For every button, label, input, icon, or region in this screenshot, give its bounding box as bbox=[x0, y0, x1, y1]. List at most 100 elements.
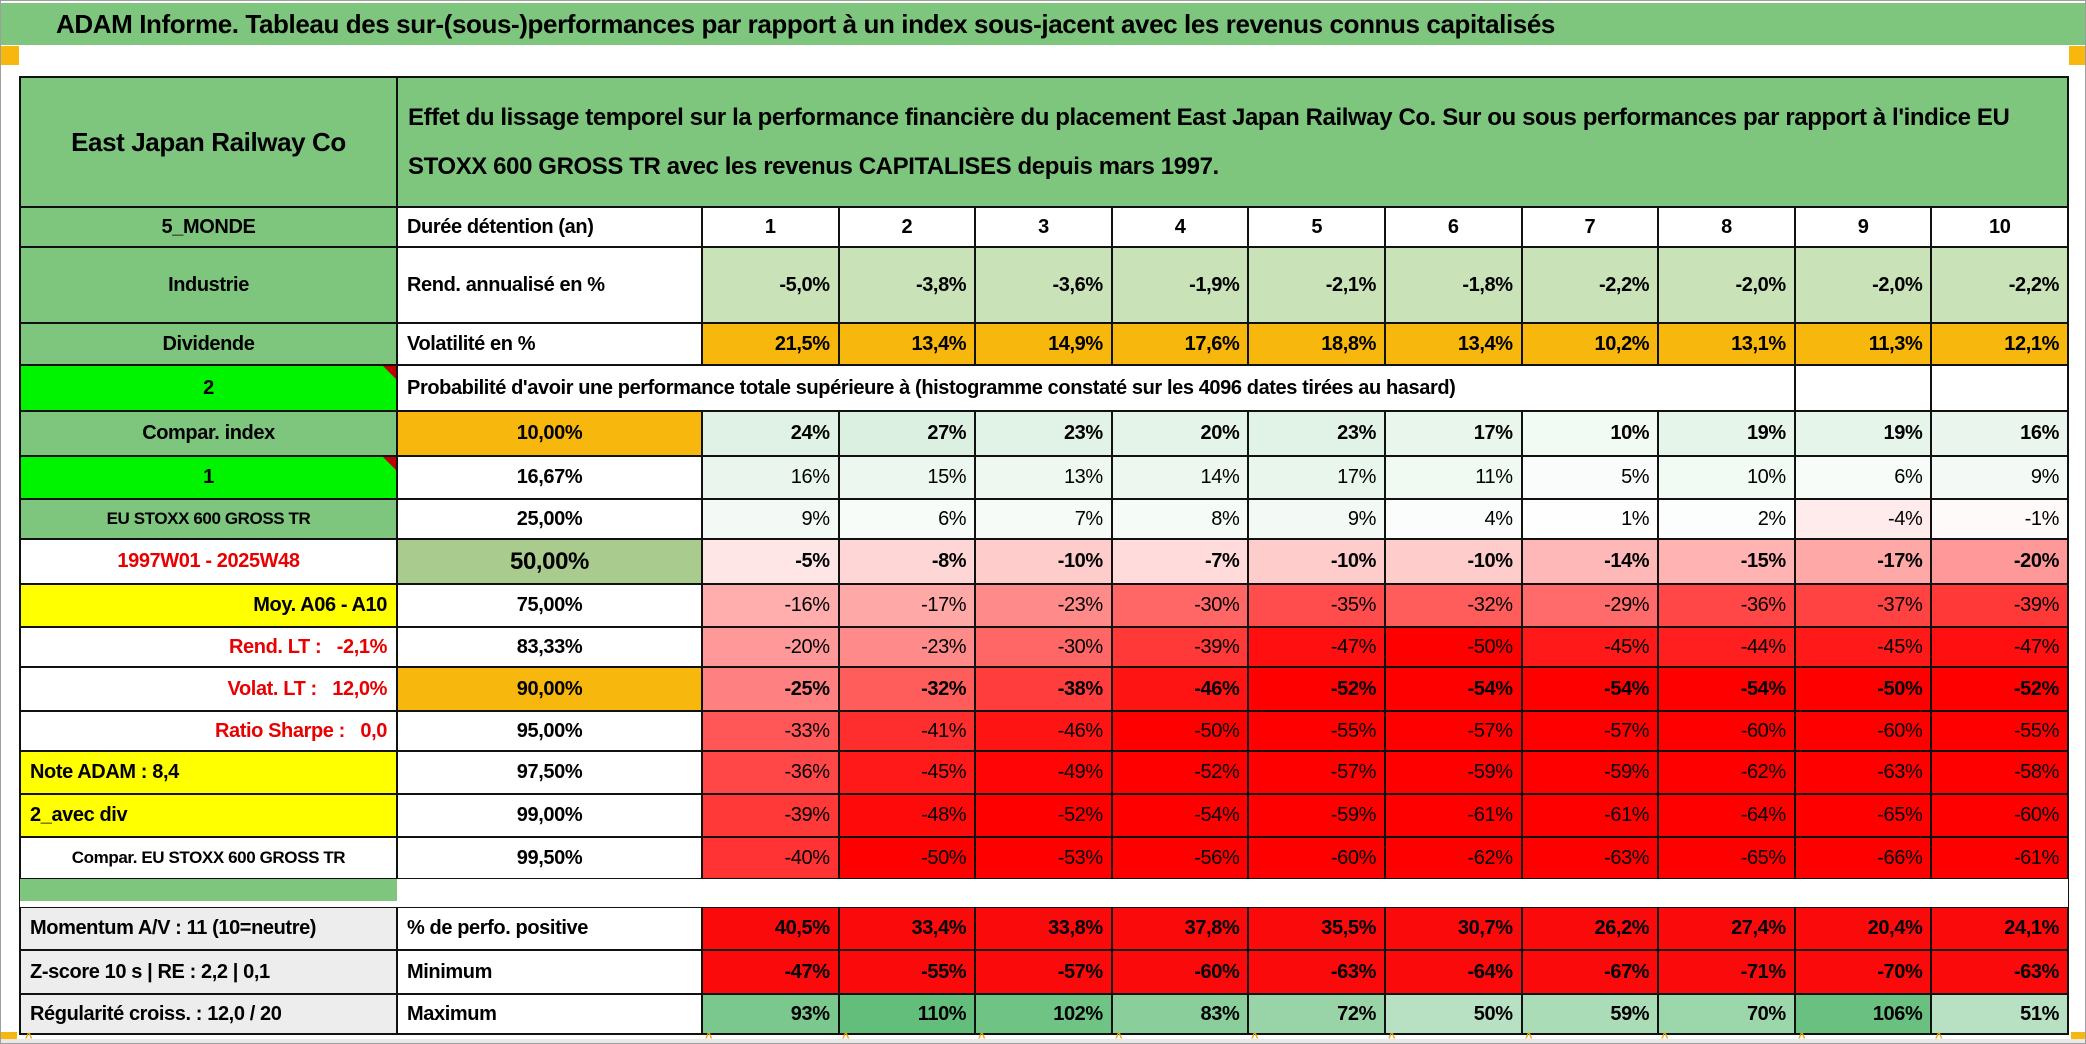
cell-minimum-col4[interactable]: -60% bbox=[1111, 950, 1249, 994]
cell-p75-col4[interactable]: -30% bbox=[1111, 584, 1249, 627]
cell-p975-col4[interactable]: -52% bbox=[1111, 751, 1249, 794]
cell-p95-col7[interactable]: -57% bbox=[1521, 711, 1659, 751]
row-label-p95[interactable]: Ratio Sharpe : 0,0 bbox=[20, 711, 397, 751]
cell-duree-col5[interactable]: 5 bbox=[1248, 207, 1385, 247]
cell-p95-col5[interactable]: -55% bbox=[1248, 711, 1385, 751]
cell-p99-col9[interactable]: -65% bbox=[1794, 794, 1932, 837]
row-label-p75[interactable]: Moy. A06 - A10 bbox=[20, 584, 397, 627]
cell-rend-annualise-col7[interactable]: -2,2% bbox=[1521, 247, 1659, 323]
instrument-name-cell[interactable]: East Japan Railway Co bbox=[20, 77, 397, 207]
cell-rend-annualise-col4[interactable]: -1,9% bbox=[1111, 247, 1249, 323]
cell-p95-col3[interactable]: -46% bbox=[975, 711, 1112, 751]
row-header-p25[interactable]: 25,00% bbox=[397, 499, 702, 539]
cell-volatilite-col5[interactable]: 18,8% bbox=[1248, 323, 1385, 365]
cell-p25-col5[interactable]: 9% bbox=[1248, 499, 1385, 539]
cell-p995-col9[interactable]: -66% bbox=[1794, 837, 1932, 879]
cell-p975-col3[interactable]: -49% bbox=[975, 751, 1112, 794]
cell-p99-col3[interactable]: -52% bbox=[975, 794, 1112, 837]
cell-p50-col1[interactable]: -5% bbox=[702, 539, 839, 584]
cell-p25-col4[interactable]: 8% bbox=[1111, 499, 1249, 539]
cell-p16-col3[interactable]: 13% bbox=[975, 456, 1112, 499]
row-label-rend-annualise[interactable]: Industrie bbox=[20, 247, 397, 323]
cell-p95-col8[interactable]: -60% bbox=[1658, 711, 1795, 751]
cell-p25-col3[interactable]: 7% bbox=[975, 499, 1112, 539]
cell-duree-col10[interactable]: 10 bbox=[1931, 207, 2068, 247]
cell-p95-col10[interactable]: -55% bbox=[1931, 711, 2068, 751]
cell-duree-col4[interactable]: 4 bbox=[1111, 207, 1249, 247]
cell-maximum-col10[interactable]: 51% bbox=[1931, 994, 2068, 1034]
cell-duree-col1[interactable]: 1 bbox=[702, 207, 839, 247]
cell-p16-col10[interactable]: 9% bbox=[1931, 456, 2068, 499]
cell-volatilite-col4[interactable]: 17,6% bbox=[1111, 323, 1249, 365]
cell-p75-col8[interactable]: -36% bbox=[1658, 584, 1795, 627]
cell-p50-col7[interactable]: -14% bbox=[1521, 539, 1659, 584]
cell-rend-annualise-col9[interactable]: -2,0% bbox=[1794, 247, 1932, 323]
cell-p8333-col2[interactable]: -23% bbox=[838, 627, 976, 667]
empty-cell[interactable] bbox=[1794, 365, 1932, 411]
cell-p995-col7[interactable]: -63% bbox=[1521, 837, 1659, 879]
cell-rend-annualise-col5[interactable]: -2,1% bbox=[1248, 247, 1385, 323]
cell-p995-col1[interactable]: -40% bbox=[702, 837, 839, 879]
cell-p8333-col8[interactable]: -44% bbox=[1658, 627, 1795, 667]
cell-p975-col9[interactable]: -63% bbox=[1794, 751, 1932, 794]
cell-p8333-col7[interactable]: -45% bbox=[1521, 627, 1659, 667]
cell-p995-col6[interactable]: -62% bbox=[1385, 837, 1522, 879]
cell-p16-col5[interactable]: 17% bbox=[1248, 456, 1385, 499]
cell-minimum-col5[interactable]: -63% bbox=[1248, 950, 1385, 994]
cell-p995-col8[interactable]: -65% bbox=[1658, 837, 1795, 879]
cell-volatilite-col1[interactable]: 21,5% bbox=[702, 323, 839, 365]
cell-p90-col6[interactable]: -54% bbox=[1385, 667, 1522, 711]
cell-p99-col10[interactable]: -60% bbox=[1931, 794, 2068, 837]
cell-rend-annualise-col6[interactable]: -1,8% bbox=[1385, 247, 1522, 323]
cell-p50-col2[interactable]: -8% bbox=[838, 539, 976, 584]
row-label-p8333[interactable]: Rend. LT : -2,1% bbox=[20, 627, 397, 667]
cell-volatilite-col7[interactable]: 10,2% bbox=[1521, 323, 1659, 365]
cell-p10-col10[interactable]: 16% bbox=[1931, 411, 2068, 456]
cell-p90-col10[interactable]: -52% bbox=[1931, 667, 2068, 711]
cell-p16-col4[interactable]: 14% bbox=[1111, 456, 1249, 499]
row-header-p16[interactable]: 16,67% bbox=[397, 456, 702, 499]
cell-p25-col10[interactable]: -1% bbox=[1931, 499, 2068, 539]
cell-p10-col2[interactable]: 27% bbox=[838, 411, 976, 456]
cell-p75-col3[interactable]: -23% bbox=[975, 584, 1112, 627]
cell-maximum-col6[interactable]: 50% bbox=[1385, 994, 1522, 1034]
cell-maximum-col5[interactable]: 72% bbox=[1248, 994, 1385, 1034]
cell-p50-col9[interactable]: -17% bbox=[1794, 539, 1932, 584]
cell-perf-positive-col9[interactable]: 20,4% bbox=[1794, 907, 1932, 950]
row-label-p16[interactable]: 1 bbox=[20, 456, 397, 499]
cell-duree-col8[interactable]: 8 bbox=[1658, 207, 1795, 247]
cell-p75-col5[interactable]: -35% bbox=[1248, 584, 1385, 627]
row-label-p25[interactable]: EU STOXX 600 GROSS TR bbox=[20, 499, 397, 539]
empty-cell[interactable] bbox=[1931, 365, 2068, 411]
cell-minimum-col9[interactable]: -70% bbox=[1794, 950, 1932, 994]
row-header-rend-annualise[interactable]: Rend. annualisé en % bbox=[397, 247, 702, 323]
cell-rend-annualise-col2[interactable]: -3,8% bbox=[838, 247, 976, 323]
row-label-p10[interactable]: Compar. index bbox=[20, 411, 397, 456]
cell-p10-col9[interactable]: 19% bbox=[1794, 411, 1932, 456]
cell-p75-col9[interactable]: -37% bbox=[1794, 584, 1932, 627]
cell-perf-positive-col8[interactable]: 27,4% bbox=[1658, 907, 1795, 950]
row-label-minimum[interactable]: Z-score 10 s | RE : 2,2 | 0,1 bbox=[20, 950, 397, 994]
cell-duree-col6[interactable]: 6 bbox=[1385, 207, 1522, 247]
cell-p10-col8[interactable]: 19% bbox=[1658, 411, 1795, 456]
cell-p50-col5[interactable]: -10% bbox=[1248, 539, 1385, 584]
cell-p995-col2[interactable]: -50% bbox=[838, 837, 976, 879]
cell-perf-positive-col5[interactable]: 35,5% bbox=[1248, 907, 1385, 950]
cell-p99-col4[interactable]: -54% bbox=[1111, 794, 1249, 837]
row-header-p75[interactable]: 75,00% bbox=[397, 584, 702, 627]
row-header-p95[interactable]: 95,00% bbox=[397, 711, 702, 751]
cell-perf-positive-col7[interactable]: 26,2% bbox=[1521, 907, 1659, 950]
cell-p975-col7[interactable]: -59% bbox=[1521, 751, 1659, 794]
row-header-p995[interactable]: 99,50% bbox=[397, 837, 702, 879]
row-label-prob-title[interactable]: 2 bbox=[20, 365, 397, 411]
row-header-duree[interactable]: Durée détention (an) bbox=[397, 207, 702, 247]
cell-p99-col6[interactable]: -61% bbox=[1385, 794, 1522, 837]
cell-maximum-col2[interactable]: 110% bbox=[838, 994, 976, 1034]
row-label-p975[interactable]: Note ADAM : 8,4 bbox=[20, 751, 397, 794]
row-header-p99[interactable]: 99,00% bbox=[397, 794, 702, 837]
cell-p10-col5[interactable]: 23% bbox=[1248, 411, 1385, 456]
cell-minimum-col7[interactable]: -67% bbox=[1521, 950, 1659, 994]
cell-p95-col6[interactable]: -57% bbox=[1385, 711, 1522, 751]
cell-p90-col7[interactable]: -54% bbox=[1521, 667, 1659, 711]
cell-p90-col3[interactable]: -38% bbox=[975, 667, 1112, 711]
